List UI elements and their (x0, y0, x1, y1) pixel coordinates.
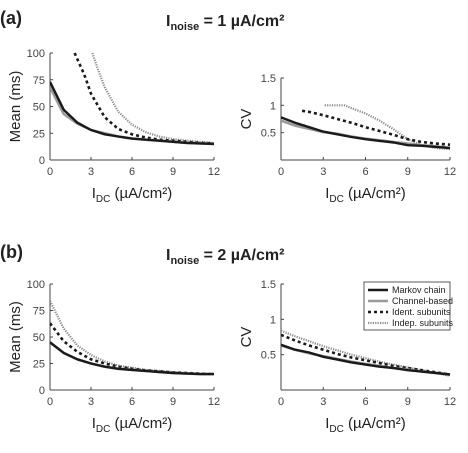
y-tick-label: 0 (39, 385, 45, 397)
panel-b-title-rest: = 2 µA/cm² (199, 247, 284, 264)
y-axis-label: Mean (ms) (7, 71, 24, 143)
x-tick-label: 6 (129, 166, 135, 178)
x-tick-label: 9 (170, 166, 176, 178)
x-tick-label: 12 (208, 166, 220, 178)
y-tick-label: 50 (33, 102, 45, 114)
panel-b-title: Inoise = 2 µA/cm² (166, 247, 284, 267)
x-tick-label: 9 (405, 396, 411, 408)
panel-a-title: Inoise = 1 µA/cm² (166, 13, 284, 33)
series-line-markov-chain (50, 81, 215, 146)
y-tick-label: 25 (33, 128, 45, 140)
series-line-markov-chain (50, 341, 214, 376)
subplot-a-cv: 0.5 1 1.5 0 3 6 9 12 CV IDC (µA/cm²) (238, 73, 456, 205)
x-tick-label: 0 (278, 396, 284, 408)
x-tick-label: 9 (170, 396, 176, 408)
x-axis-label: IDC (µA/cm²) (92, 415, 173, 435)
x-tick-label: 6 (129, 396, 135, 408)
series-line-indep-subunits (50, 300, 215, 376)
y-tick-label: 1 (270, 314, 276, 326)
series-line-ident-subunits (281, 333, 451, 376)
panel-b-label: (b) (0, 242, 23, 262)
subplot-b-cv: 0.5 1 1.5 0 3 6 9 12 CV IDC (µA/cm²) Markov chainC… (238, 279, 456, 435)
series-line-channel-based (281, 119, 451, 150)
x-tick-label: 3 (88, 396, 94, 408)
series-line-ident-subunits (50, 322, 215, 376)
series-line-ident-subunits (73, 52, 215, 145)
x-tick-label: 0 (47, 166, 53, 178)
y-tick-label: 75 (33, 306, 45, 318)
panel-a-label: (a) (0, 8, 22, 28)
y-tick-label: 75 (33, 75, 45, 87)
x-tick-label: 0 (47, 396, 53, 408)
series-line-markov-chain (281, 343, 451, 376)
x-tick-label: 12 (444, 396, 456, 408)
y-axis-label: CV (238, 327, 255, 348)
y-axis-label: Mean (ms) (7, 301, 24, 373)
panel-b-title-main: I (166, 247, 170, 264)
y-tick-label: 100 (27, 279, 45, 291)
y-tick-label: 0.5 (261, 350, 276, 362)
x-axis-label: IDC (µA/cm²) (325, 415, 406, 435)
x-tick-label: 9 (405, 166, 411, 178)
subplot-b-mean: 0 25 50 75 100 0 3 6 9 12 Mean (ms) IDC (µA/cm²) (7, 279, 220, 435)
x-tick-label: 3 (320, 166, 326, 178)
x-tick-label: 3 (320, 396, 326, 408)
y-tick-label: 1.5 (261, 73, 276, 85)
legend-entry-label: Channel-based (392, 296, 453, 306)
y-tick-label: 100 (27, 48, 45, 60)
y-tick-label: 1 (270, 100, 276, 112)
y-tick-label: 0.5 (261, 128, 276, 140)
y-axis-label: CV (238, 109, 255, 130)
series-line-indep-subunits (91, 52, 215, 144)
panel-a-title-rest: = 1 µA/cm² (199, 13, 284, 30)
x-tick-label: 0 (278, 166, 284, 178)
legend-entry-label: Ident. subunits (392, 307, 451, 317)
x-tick-label: 6 (362, 166, 368, 178)
panel-a-title-main: I (166, 13, 170, 30)
y-tick-label: 0 (39, 155, 45, 167)
x-tick-label: 6 (362, 396, 368, 408)
subplot-a-mean: 0 25 50 75 100 0 3 6 9 12 Mean (ms) IDC (µA/cm²) (7, 48, 220, 205)
legend-entry-label: Markov chain (392, 285, 446, 295)
y-tick-label: 1.5 (261, 279, 276, 291)
x-axis-label: IDC (µA/cm²) (325, 185, 406, 205)
y-tick-label: 25 (33, 359, 45, 371)
x-tick-label: 12 (444, 166, 456, 178)
series-line-markov-chain (281, 116, 451, 150)
x-axis-label: IDC (µA/cm²) (92, 185, 173, 205)
x-tick-label: 3 (88, 166, 94, 178)
legend-entry-label: Indep. subunits (392, 318, 454, 328)
x-tick-label: 12 (208, 396, 220, 408)
panel-b-title-sub: noise (170, 255, 199, 267)
panel-a-title-sub: noise (170, 21, 199, 33)
y-tick-label: 50 (33, 332, 45, 344)
series-line-ident-subunits (301, 109, 451, 146)
